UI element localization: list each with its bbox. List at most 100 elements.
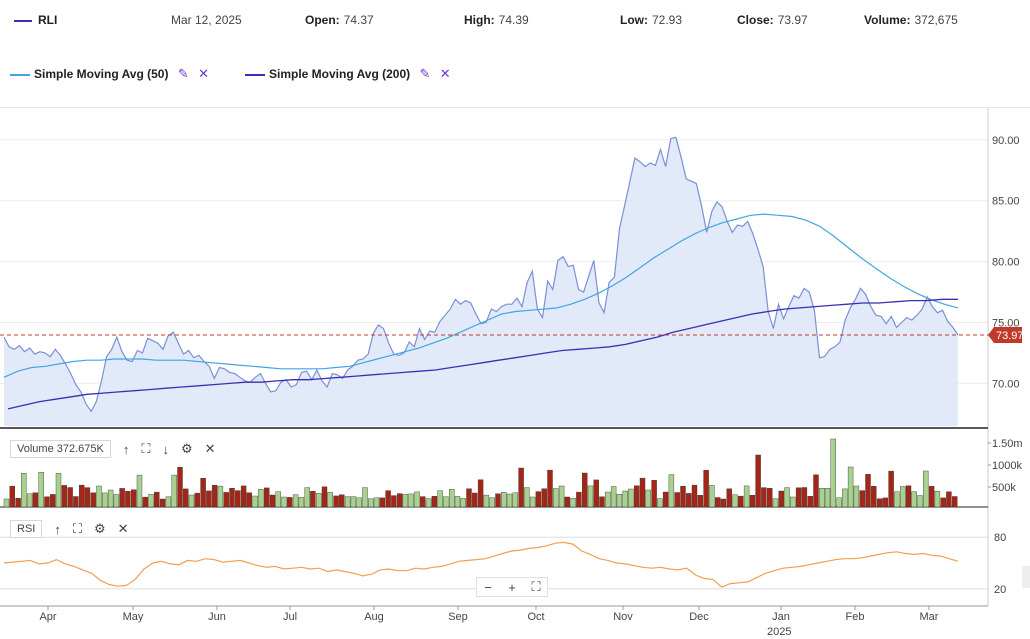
volume-bar: [512, 492, 518, 508]
volume-bar: [767, 488, 773, 508]
volume-bar: [842, 488, 848, 508]
sma50-swatch: [10, 73, 30, 76]
volume-bar: [142, 496, 149, 508]
volume-bar: [905, 485, 912, 508]
volume-bar: [946, 491, 952, 508]
volume-value: Volume: 372,675: [864, 13, 958, 27]
volume-bar: [900, 486, 906, 508]
volume-bar: [662, 491, 669, 508]
volume-bar: [668, 474, 675, 508]
volume-bar: [26, 493, 33, 508]
close-value: Close: 73.97: [737, 13, 808, 27]
volume-bar: [784, 487, 790, 508]
volume-bar: [888, 470, 894, 508]
volume-bar: [605, 491, 611, 508]
volume-bar: [691, 484, 698, 508]
pencil-icon[interactable]: ✎: [177, 66, 189, 81]
volume-bar: [449, 489, 455, 508]
volume-bar: [645, 489, 651, 508]
volume-bar: [425, 498, 432, 508]
symbol[interactable]: RLI: [14, 13, 57, 27]
volume-bar: [159, 498, 166, 508]
volume-bar: [501, 492, 507, 508]
volume-bar: [553, 488, 559, 508]
volume-bar: [194, 492, 201, 508]
year-label: 2025: [767, 626, 792, 638]
volume-bar: [356, 497, 362, 508]
rsi-tick-label: 80: [994, 532, 1006, 544]
quote-date: Mar 12, 2025: [171, 13, 242, 27]
gear-icon[interactable]: ⚙: [93, 521, 106, 536]
volume-bar: [778, 490, 784, 508]
volume-bar: [807, 496, 813, 508]
volume-bar: [489, 497, 495, 508]
volume-bar: [882, 497, 888, 508]
volume-tick-label: 1000k: [992, 460, 1022, 472]
volume-bar: [483, 494, 490, 508]
pencil-icon[interactable]: ✎: [419, 66, 431, 81]
volume-bar: [610, 486, 617, 508]
volume-bar: [240, 485, 247, 508]
volume-bar: [518, 467, 524, 508]
volume-bar: [639, 477, 646, 508]
volume-bar: [847, 466, 854, 508]
volume-bar: [78, 484, 85, 508]
legend-sma200[interactable]: Simple Moving Avg (200) ✎ ✕: [245, 66, 451, 82]
volume-bar: [524, 487, 530, 508]
gear-icon[interactable]: ⚙: [180, 441, 193, 456]
volume-bar: [466, 488, 472, 508]
volume-bar: [217, 485, 224, 508]
close-icon[interactable]: ✕: [204, 441, 216, 456]
reset-zoom-icon[interactable]: ⛶: [531, 579, 541, 594]
volume-bar: [830, 438, 836, 508]
volume-panel-toolbar: Volume 372.675K ↑ ⛶ ↓ ⚙ ✕: [10, 440, 216, 458]
volume-bar: [15, 498, 21, 508]
volume-bar: [177, 467, 183, 508]
zoom-in-button[interactable]: +: [508, 579, 516, 595]
price-area: [4, 137, 958, 426]
symbol-line-icon: [14, 19, 32, 22]
volume-bar: [749, 495, 756, 508]
stock-chart[interactable]: 90.00 85.00 80.00 75.00 70.00 73.97 1.50m 1000k…: [0, 108, 1030, 639]
volume-bar: [576, 491, 582, 508]
volume-bar: [9, 485, 16, 508]
volume-bar: [130, 489, 137, 508]
close-icon[interactable]: ✕: [439, 66, 451, 81]
arrow-up-icon[interactable]: ↑: [54, 521, 61, 537]
arrow-down-icon[interactable]: ↓: [162, 441, 169, 457]
close-icon[interactable]: ✕: [198, 66, 209, 81]
x-tick-label: Jul: [283, 611, 297, 623]
volume-bar: [223, 492, 229, 508]
volume-bar: [275, 491, 281, 508]
volume-bar: [125, 491, 131, 508]
volume-bar: [90, 492, 96, 508]
maximize-icon[interactable]: ⛶: [141, 441, 151, 456]
rsi-tick-label: 20: [994, 584, 1006, 596]
low-value: Low: 72.93: [620, 13, 683, 27]
high-value: High: 74.39: [464, 13, 529, 27]
volume-bar: [529, 496, 536, 508]
close-icon[interactable]: ✕: [117, 521, 129, 536]
volume-bar: [454, 496, 461, 508]
x-tick-label: Aug: [364, 611, 384, 623]
volume-bar: [599, 496, 605, 508]
volume-bar: [408, 493, 414, 508]
volume-bar: [755, 454, 761, 508]
x-tick-label: May: [123, 611, 144, 623]
scroll-strip[interactable]: [1022, 566, 1030, 588]
volume-tick-label: 1.50m: [992, 438, 1023, 450]
volume-bar: [726, 488, 732, 508]
volume-bar: [304, 487, 310, 508]
volume-bar: [790, 496, 796, 508]
sma50-line: [3, 213, 959, 378]
volume-bar: [876, 498, 883, 508]
legend-sma50[interactable]: Simple Moving Avg (50) ✎ ✕: [10, 66, 209, 82]
maximize-icon[interactable]: ⛶: [72, 521, 82, 536]
arrow-up-icon[interactable]: ↑: [122, 441, 130, 457]
zoom-out-button[interactable]: −: [484, 579, 492, 595]
volume-bar: [853, 485, 860, 508]
volume-bar: [402, 494, 409, 508]
volume-bar: [616, 494, 623, 508]
volume-bar: [368, 498, 374, 508]
volume-bar: [587, 485, 594, 508]
